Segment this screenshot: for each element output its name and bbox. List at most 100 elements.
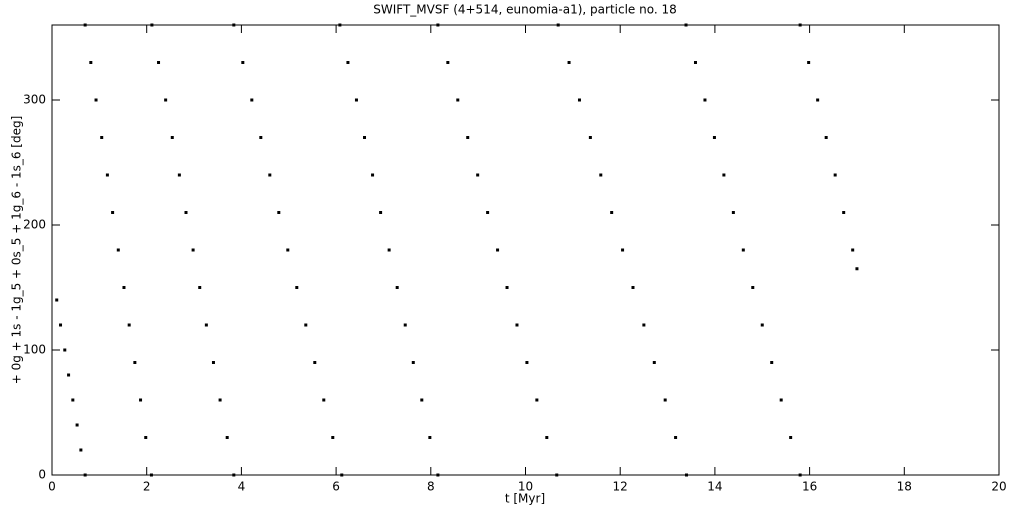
point xyxy=(446,61,450,64)
point xyxy=(525,361,529,364)
point xyxy=(631,286,635,289)
x-tick-label: 18 xyxy=(897,480,912,494)
point xyxy=(150,23,154,27)
point xyxy=(741,248,745,252)
point xyxy=(67,373,71,377)
point xyxy=(83,473,87,477)
x-tick-label: 16 xyxy=(802,480,817,494)
point xyxy=(250,98,254,102)
point xyxy=(456,98,460,102)
point xyxy=(642,323,646,327)
point xyxy=(420,398,424,402)
point xyxy=(807,61,811,64)
point xyxy=(170,136,174,139)
point xyxy=(731,211,735,214)
point xyxy=(346,61,350,64)
point xyxy=(466,136,470,139)
x-tick-label: 2 xyxy=(143,480,151,494)
x-tick-label: 20 xyxy=(991,480,1006,494)
y-tick-label: 300 xyxy=(23,93,46,107)
point xyxy=(436,23,440,27)
point xyxy=(79,448,83,452)
y-tick-label: 200 xyxy=(23,218,46,232)
point xyxy=(428,436,432,439)
point xyxy=(100,136,104,139)
point xyxy=(486,211,490,214)
point xyxy=(55,298,59,302)
point xyxy=(133,361,137,364)
point xyxy=(855,267,859,271)
point xyxy=(211,361,215,364)
point xyxy=(515,323,519,327)
point xyxy=(232,23,236,27)
point xyxy=(198,286,202,289)
point xyxy=(703,98,707,102)
point xyxy=(157,61,161,64)
point xyxy=(286,248,290,252)
point xyxy=(313,361,317,364)
y-axis-label: + 0g + 1s - 1g_5 + 0s_5 + 1g_6 - 1s_6 [d… xyxy=(10,116,24,385)
point xyxy=(89,61,93,64)
point xyxy=(403,323,407,327)
point xyxy=(722,173,726,177)
point xyxy=(798,23,802,27)
point xyxy=(779,398,783,402)
point xyxy=(232,473,236,477)
point xyxy=(674,436,678,439)
point xyxy=(149,473,153,477)
point xyxy=(338,23,342,27)
point xyxy=(535,398,539,402)
point xyxy=(652,361,656,364)
point xyxy=(693,61,697,64)
x-tick-label: 4 xyxy=(238,480,246,494)
point xyxy=(75,423,79,427)
point xyxy=(599,173,603,177)
point xyxy=(567,61,571,64)
x-tick-label: 6 xyxy=(332,480,340,494)
point xyxy=(304,323,308,327)
x-tick-label: 12 xyxy=(613,480,628,494)
point xyxy=(621,248,625,252)
point xyxy=(144,436,148,439)
point xyxy=(387,248,391,252)
point xyxy=(476,173,480,177)
point xyxy=(770,361,774,364)
point xyxy=(277,211,281,214)
point xyxy=(712,136,716,139)
point xyxy=(139,398,143,402)
point xyxy=(63,348,67,352)
point xyxy=(241,61,245,64)
point xyxy=(379,211,383,214)
point xyxy=(371,173,375,177)
point xyxy=(684,23,688,27)
point xyxy=(577,98,581,102)
point xyxy=(751,286,755,289)
point xyxy=(588,136,592,139)
point xyxy=(331,436,335,439)
point xyxy=(816,98,820,102)
point xyxy=(83,23,87,27)
point xyxy=(322,398,326,402)
point xyxy=(268,173,272,177)
point xyxy=(71,398,75,402)
x-axis-label: t [Myr] xyxy=(505,492,545,506)
point xyxy=(556,23,560,27)
point xyxy=(259,136,263,139)
point xyxy=(111,211,115,214)
point xyxy=(340,473,344,477)
point xyxy=(363,136,367,139)
point xyxy=(663,398,667,402)
point xyxy=(127,323,131,327)
point xyxy=(684,473,688,477)
point xyxy=(833,173,837,177)
x-tick-label: 0 xyxy=(48,480,56,494)
point xyxy=(354,98,358,102)
point xyxy=(798,473,802,477)
point xyxy=(94,98,98,102)
point xyxy=(789,436,793,439)
point xyxy=(105,173,109,177)
point xyxy=(204,323,208,327)
point xyxy=(436,473,440,477)
